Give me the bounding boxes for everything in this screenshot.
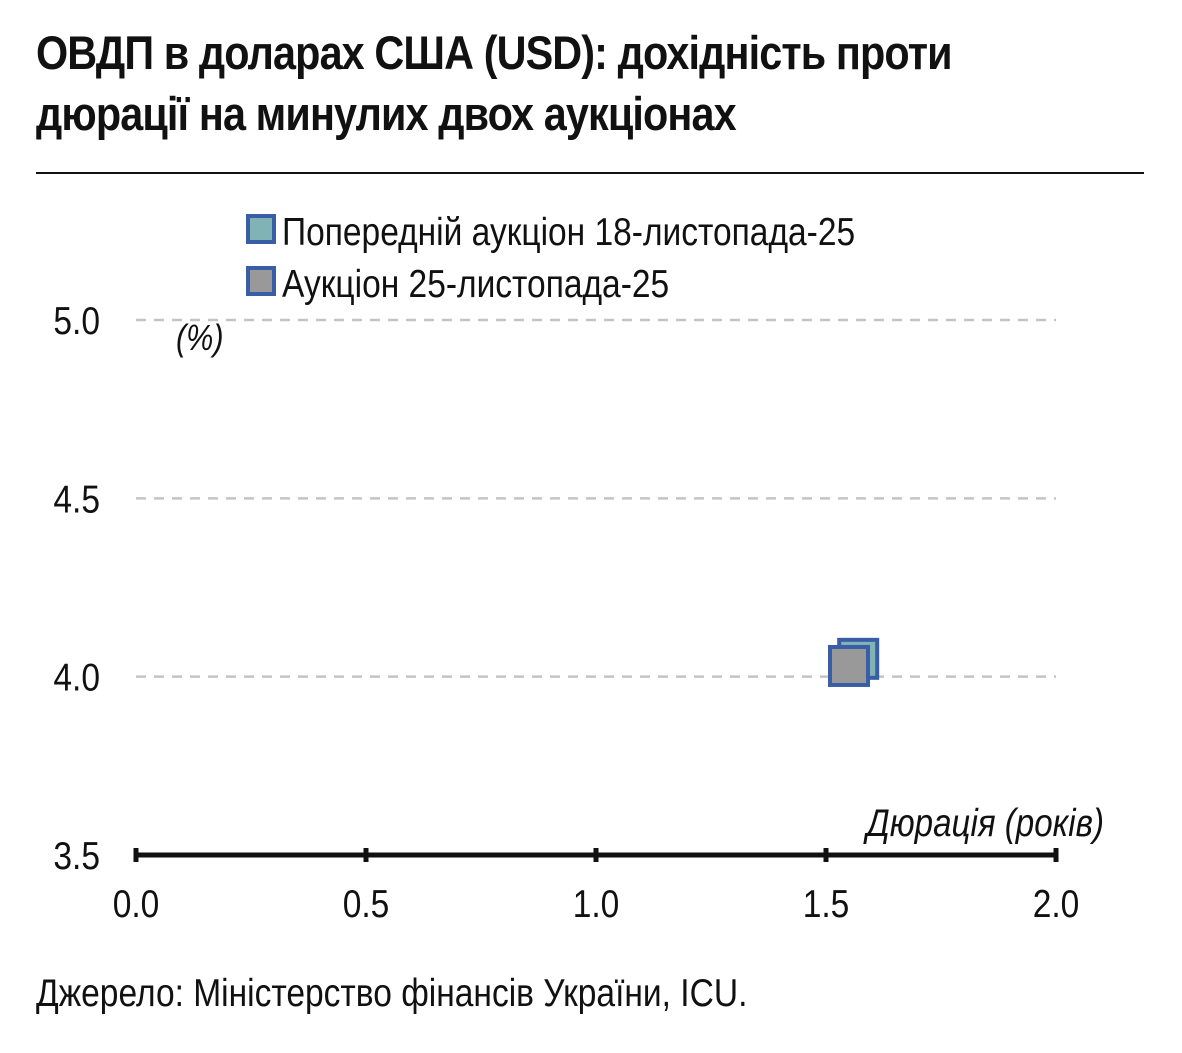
legend-swatch — [246, 214, 276, 244]
data-points — [828, 637, 880, 687]
source-note: Джерело: Міністерство фінансів України, … — [36, 972, 748, 1015]
x-axis-label: Дюрація (років) — [863, 800, 1104, 844]
x-tick-label: 1.0 — [573, 882, 620, 926]
scatter-chart: 3.5 4.0 4.5 5.0 0.0 0.5 1.0 1.5 2.0 (%) Дюрація… — [53, 210, 1104, 926]
gridlines — [136, 318, 1056, 678]
x-tick-label: 1.5 — [803, 882, 850, 926]
data-point — [828, 644, 870, 687]
y-tick-label: 3.5 — [53, 834, 100, 878]
x-axis-labels: 0.0 0.5 1.0 1.5 2.0 — [113, 882, 1080, 926]
legend-label: Попередній аукціон 18-листопада-25 — [282, 210, 855, 254]
y-tick-label: 4.0 — [53, 655, 100, 699]
y-tick-label: 5.0 — [53, 299, 100, 343]
title-divider — [36, 172, 1144, 174]
y-axis-labels: 3.5 4.0 4.5 5.0 — [53, 299, 100, 878]
x-tick-label: 2.0 — [1033, 882, 1080, 926]
chart-title: ОВДП в доларах США (USD): дохідність про… — [36, 26, 953, 140]
x-tick-label: 0.0 — [113, 882, 160, 926]
legend-label: Аукціон 25-листопада-25 — [282, 262, 669, 306]
x-tick-label: 0.5 — [343, 882, 390, 926]
legend-swatch — [246, 266, 276, 296]
y-axis-label: (%) — [176, 319, 224, 359]
x-axis — [133, 848, 1059, 862]
legend: Попередній аукціон 18-листопада-25 Аукціо… — [246, 210, 855, 306]
y-tick-label: 4.5 — [53, 477, 100, 521]
